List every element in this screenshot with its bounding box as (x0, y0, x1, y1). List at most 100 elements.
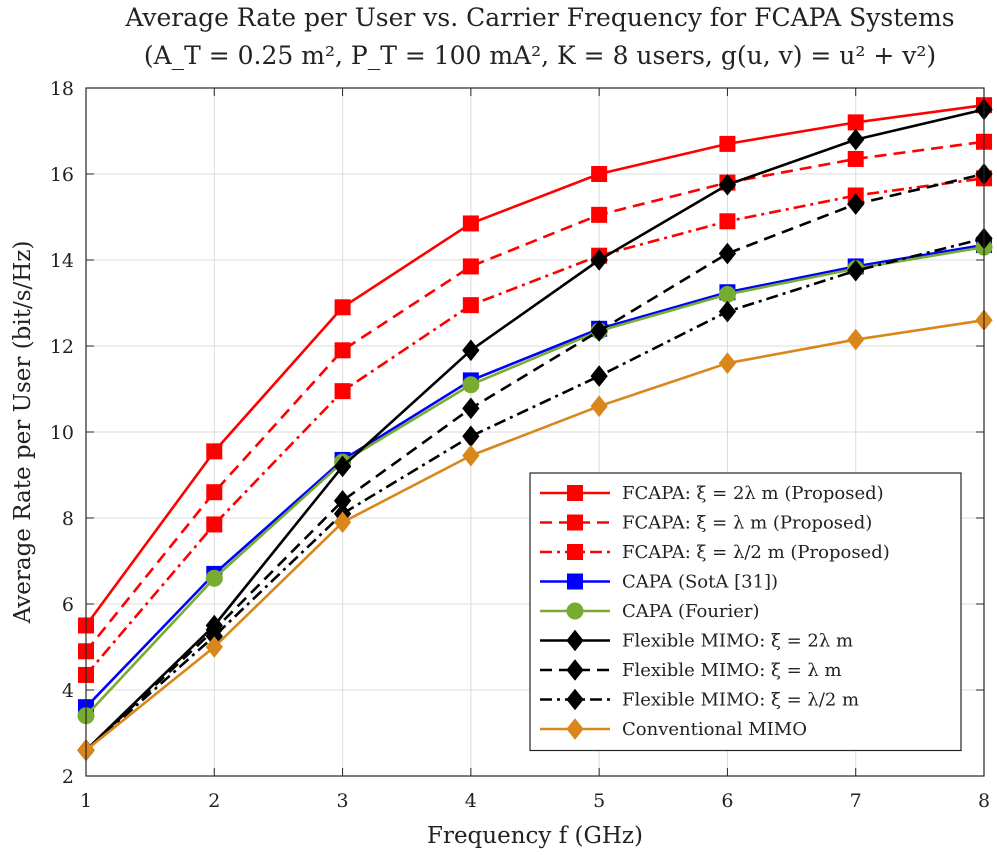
data-point (718, 173, 737, 196)
legend-label: FCAPA: ξ = λ m (Proposed) (622, 513, 872, 534)
data-point (205, 636, 223, 658)
series-line (85, 245, 985, 717)
legend-entry: Flexible MIMO: ξ = λ/2 m (540, 688, 859, 711)
data-point (847, 328, 865, 351)
legend-entry: Flexible MIMO: ξ = λ m (540, 659, 842, 681)
legend-entry: FCAPA: ξ = λ m (Proposed) (540, 513, 872, 534)
x-tick-label: 7 (850, 790, 862, 812)
legend-label: FCAPA: ξ = λ/2 m (Proposed) (622, 542, 890, 563)
x-tick-label: 2 (208, 790, 220, 812)
x-tick-label: 5 (593, 790, 605, 812)
data-point (719, 213, 736, 230)
y-tick-label: 18 (50, 78, 74, 100)
data-point (206, 484, 223, 501)
data-point (334, 383, 351, 400)
legend-label: CAPA (SotA [31]) (622, 572, 778, 593)
series-group (77, 97, 993, 762)
data-point (590, 249, 608, 271)
legend-label: Flexible MIMO: ξ = 2λ m (622, 631, 853, 652)
data-point (333, 511, 352, 534)
y-axis-label: Average Rate per User (bit/s/Hz) (10, 241, 36, 625)
data-point (847, 150, 864, 167)
legend-entry: Flexible MIMO: ξ = 2λ m (540, 629, 853, 652)
data-point (462, 397, 480, 420)
y-tick-label: 6 (62, 594, 74, 616)
data-point (718, 300, 737, 323)
legend-entry: FCAPA: ξ = 2λ m (Proposed) (540, 483, 884, 504)
x-tick-label: 4 (465, 790, 477, 812)
series-line (85, 177, 985, 676)
data-point (718, 242, 737, 265)
data-point (847, 128, 865, 151)
data-point (462, 297, 479, 314)
x-tick-label: 8 (978, 790, 990, 812)
legend-marker (566, 602, 584, 620)
legend-label: CAPA (Fourier) (622, 601, 760, 622)
series-line (85, 172, 985, 752)
data-point (206, 443, 223, 460)
legend-label: FCAPA: ξ = 2λ m (Proposed) (622, 483, 884, 504)
data-point (462, 376, 480, 394)
y-tick-label: 8 (62, 508, 74, 530)
data-point (591, 166, 608, 182)
legend-label: Conventional MIMO (622, 719, 807, 740)
data-point (206, 516, 223, 533)
data-point (333, 455, 352, 478)
chart-title: Average Rate per User vs. Carrier Freque… (124, 3, 954, 32)
legend-marker (567, 514, 583, 531)
x-tick-label: 3 (337, 790, 349, 812)
data-point (462, 444, 480, 467)
series-line (85, 318, 985, 752)
legend-marker (566, 659, 584, 681)
x-tick-label: 6 (721, 790, 733, 812)
y-tick-label: 4 (62, 680, 74, 702)
data-point (590, 320, 608, 342)
data-point (334, 342, 351, 359)
legend-label: Flexible MIMO: ξ = λ m (622, 660, 842, 681)
legend-entry: FCAPA: ξ = λ/2 m (Proposed) (540, 542, 890, 563)
series-line (85, 237, 985, 752)
data-point (590, 365, 608, 387)
legend-marker (567, 544, 583, 560)
x-tick-label: 1 (80, 790, 92, 812)
legend-marker (566, 688, 584, 711)
data-point (718, 285, 736, 303)
y-tick-label: 2 (62, 766, 74, 788)
data-point (591, 206, 608, 223)
chart-subtitle: (A_T = 0.25 m², P_T = 100 mA², K = 8 use… (144, 41, 936, 70)
legend-marker (567, 573, 583, 590)
series-line (84, 103, 985, 627)
legend-entry: Conventional MIMO (540, 718, 807, 740)
data-point (847, 114, 864, 131)
legend-marker (566, 718, 584, 740)
y-tick-label: 12 (50, 336, 74, 358)
data-point (847, 259, 865, 282)
plot-frame (85, 87, 985, 777)
y-tick-label: 14 (50, 250, 74, 272)
data-point (462, 339, 480, 362)
series-line (84, 140, 985, 653)
series-7 (77, 163, 993, 762)
legend-label: Flexible MIMO: ξ = λ/2 m (622, 690, 859, 711)
series-6 (77, 98, 993, 762)
series-9 (77, 309, 993, 762)
legend-marker (567, 485, 583, 501)
data-point (462, 258, 479, 275)
data-point (718, 352, 737, 375)
data-point (205, 569, 223, 587)
series-line (85, 108, 985, 752)
legend: FCAPA: ξ = 2λ m (Proposed) FCAPA: ξ = λ m… (529, 472, 962, 752)
data-point (847, 193, 865, 215)
series-3 (78, 170, 992, 683)
data-point (462, 215, 479, 232)
data-point (719, 135, 736, 152)
legend-marker (566, 629, 584, 652)
y-tick-label: 10 (50, 422, 74, 444)
x-axis-label: Frequency f (GHz) (427, 823, 643, 849)
data-point (590, 395, 608, 418)
legend-entry: CAPA (SotA [31]) (540, 572, 778, 593)
data-point (334, 299, 351, 316)
y-tick-label: 16 (50, 164, 74, 186)
legend-entry: CAPA (Fourier) (540, 601, 760, 622)
